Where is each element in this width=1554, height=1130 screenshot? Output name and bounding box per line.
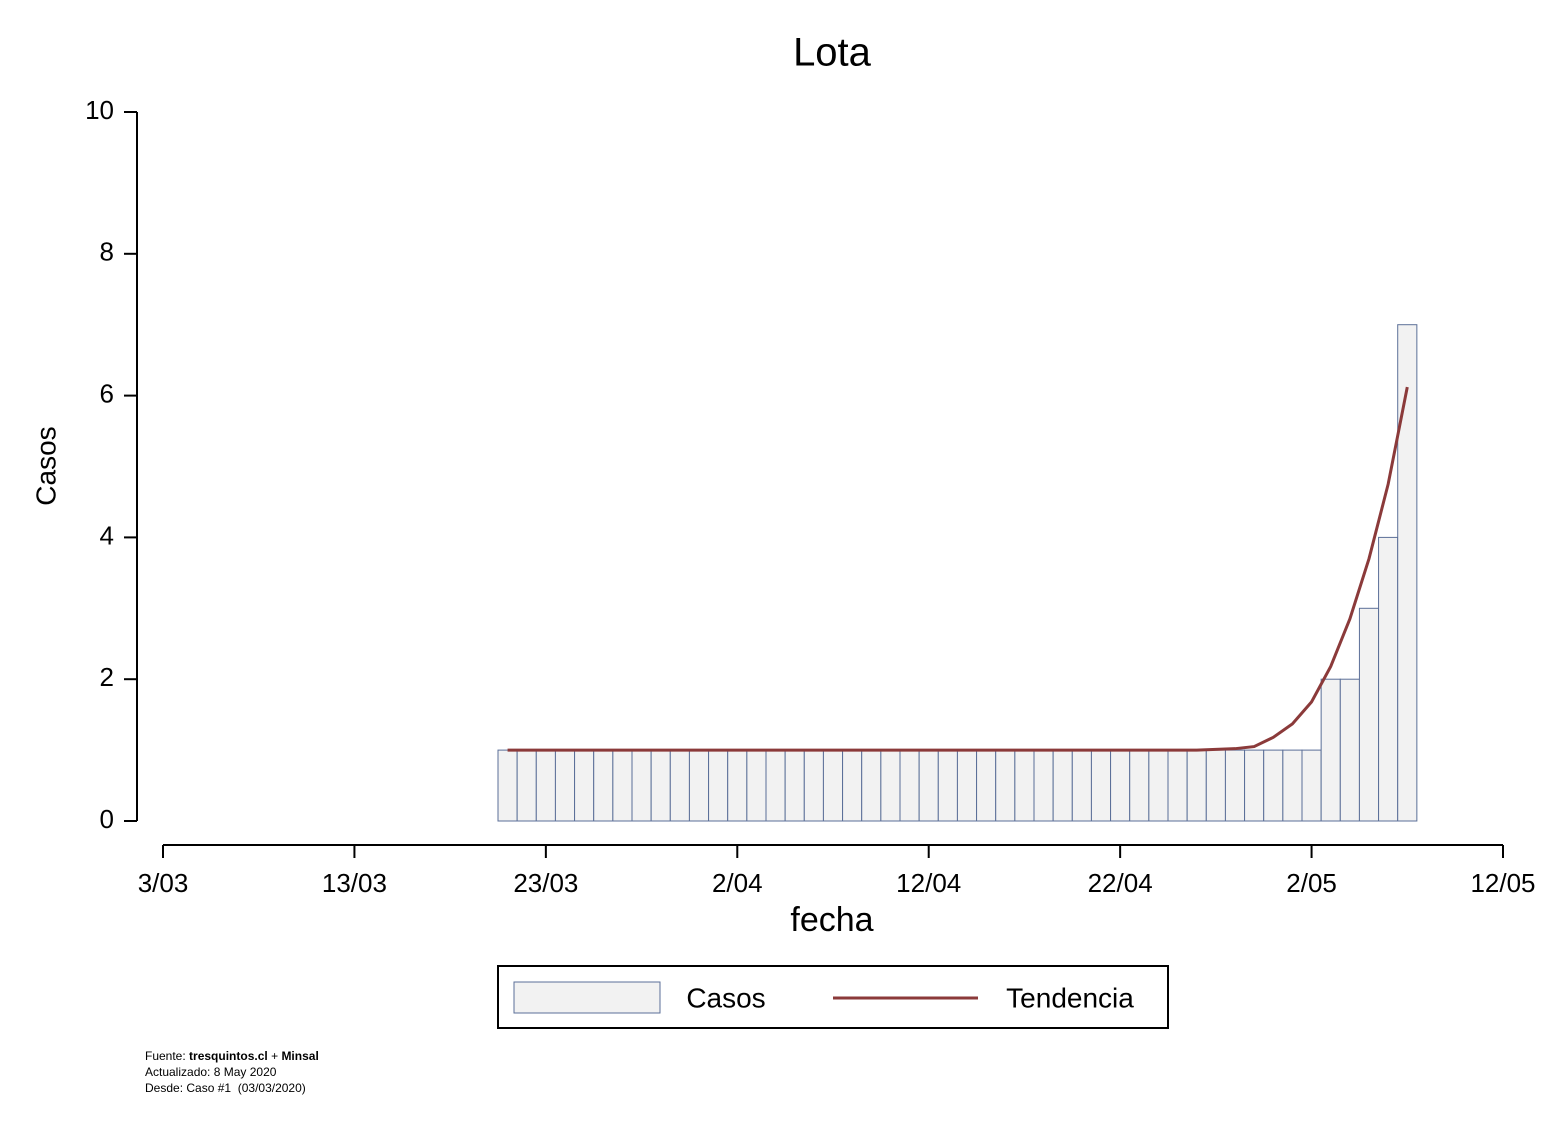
bar [1301, 749, 1322, 822]
bar [1071, 749, 1092, 822]
bar [727, 749, 748, 822]
bar [956, 749, 978, 822]
bar [1090, 749, 1112, 822]
bar [899, 749, 920, 822]
bar [784, 749, 805, 822]
bar [880, 749, 901, 822]
bar [554, 749, 576, 822]
bar [746, 749, 767, 822]
x-tick-label: 22/04 [1088, 868, 1153, 898]
bar [1167, 749, 1188, 822]
bar [497, 749, 518, 822]
bar [822, 749, 844, 822]
bar [593, 749, 614, 822]
y-tick-label: 2 [100, 662, 114, 692]
bar [1358, 607, 1380, 822]
source: Fuente: tresquintos.cl + Minsal [145, 1049, 319, 1063]
bar [918, 749, 939, 822]
legend-swatch [513, 981, 661, 1014]
bar [803, 749, 824, 822]
source-text: Minsal [281, 1049, 318, 1063]
y-tick-label: 0 [100, 804, 114, 834]
source-text: Fuente: [145, 1049, 186, 1063]
y-axis-label: Casos [30, 426, 61, 505]
bar [535, 749, 556, 822]
bar [1014, 749, 1035, 822]
bar [861, 749, 882, 822]
bar [842, 749, 863, 822]
bar [708, 749, 729, 822]
legend-label: Casos [686, 982, 765, 1013]
bar [1129, 749, 1150, 822]
bar [1397, 324, 1418, 822]
x-axis-label: fecha [790, 901, 873, 939]
source-text: + [271, 1049, 278, 1063]
bar [1282, 749, 1303, 822]
y-tick-label: 6 [100, 378, 114, 408]
bar [574, 749, 595, 822]
x-tick-label: 3/03 [138, 868, 189, 898]
bar [669, 749, 690, 822]
y-tick-label: 10 [85, 95, 114, 125]
bar [1378, 536, 1399, 822]
trend-line [507, 386, 1409, 752]
bar [650, 749, 671, 822]
note: Actualizado: 8 May 2020 [145, 1065, 277, 1079]
bar [1110, 749, 1131, 822]
bar [937, 749, 958, 822]
x-tick-label: 2/05 [1286, 868, 1337, 898]
bar [1205, 749, 1226, 822]
bar [1224, 749, 1246, 822]
bar [1320, 678, 1341, 822]
bar [1263, 749, 1284, 822]
bar [1339, 678, 1360, 822]
note: Desde: Caso #1 (03/03/2020) [145, 1081, 306, 1095]
bar [516, 749, 537, 822]
bar [1052, 749, 1073, 822]
bar [1186, 749, 1207, 822]
y-tick-label: 8 [100, 237, 114, 267]
bar [612, 749, 633, 822]
bar [995, 749, 1016, 822]
x-tick-label: 12/04 [896, 868, 961, 898]
x-tick-label: 23/03 [513, 868, 578, 898]
bar [1148, 749, 1169, 822]
x-tick-label: 12/05 [1470, 868, 1535, 898]
source-text: tresquintos.cl [189, 1049, 268, 1063]
bar [765, 749, 786, 822]
bar [976, 749, 997, 822]
bar [1033, 749, 1054, 822]
legend-label: Tendencia [1006, 982, 1134, 1013]
x-tick-label: 13/03 [322, 868, 387, 898]
bar [631, 749, 652, 822]
bar [1244, 749, 1265, 822]
x-tick-label: 2/04 [712, 868, 763, 898]
chart-title: Lota [793, 31, 872, 75]
y-tick-label: 4 [100, 520, 114, 550]
bar [688, 749, 710, 822]
